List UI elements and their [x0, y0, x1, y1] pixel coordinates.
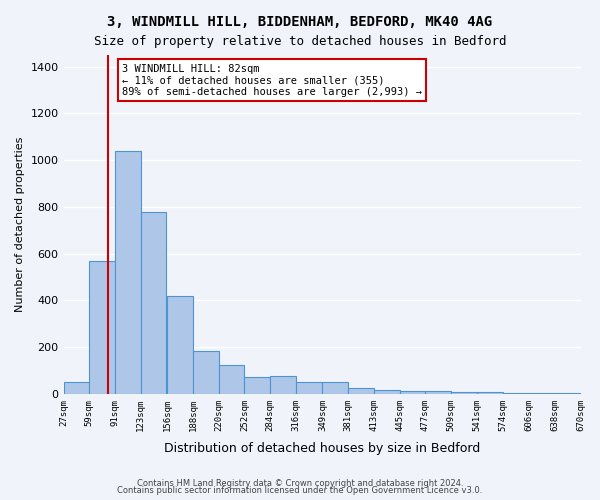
Bar	[322, 382, 348, 394]
Text: Contains HM Land Registry data © Crown copyright and database right 2024.: Contains HM Land Registry data © Crown c…	[137, 478, 463, 488]
Bar	[400, 391, 425, 394]
Bar	[89, 260, 115, 394]
Bar	[193, 350, 219, 394]
Text: 3, WINDMILL HILL, BIDDENHAM, BEDFORD, MK40 4AG: 3, WINDMILL HILL, BIDDENHAM, BEDFORD, MK…	[107, 15, 493, 29]
Bar	[64, 382, 89, 394]
Bar	[425, 392, 451, 394]
Bar	[115, 151, 141, 394]
Bar	[503, 392, 529, 394]
Bar	[270, 376, 296, 394]
Bar	[141, 212, 166, 394]
Bar	[296, 382, 322, 394]
Bar	[529, 393, 555, 394]
Bar	[348, 388, 374, 394]
Y-axis label: Number of detached properties: Number of detached properties	[15, 136, 25, 312]
X-axis label: Distribution of detached houses by size in Bedford: Distribution of detached houses by size …	[164, 442, 480, 455]
Bar	[477, 392, 503, 394]
Text: 3 WINDMILL HILL: 82sqm
← 11% of detached houses are smaller (355)
89% of semi-de: 3 WINDMILL HILL: 82sqm ← 11% of detached…	[122, 64, 422, 96]
Bar	[167, 296, 193, 394]
Bar	[374, 390, 400, 394]
Bar	[451, 392, 477, 394]
Text: Size of property relative to detached houses in Bedford: Size of property relative to detached ho…	[94, 35, 506, 48]
Bar	[219, 364, 244, 394]
Bar	[555, 393, 581, 394]
Text: Contains public sector information licensed under the Open Government Licence v3: Contains public sector information licen…	[118, 486, 482, 495]
Bar	[244, 378, 270, 394]
